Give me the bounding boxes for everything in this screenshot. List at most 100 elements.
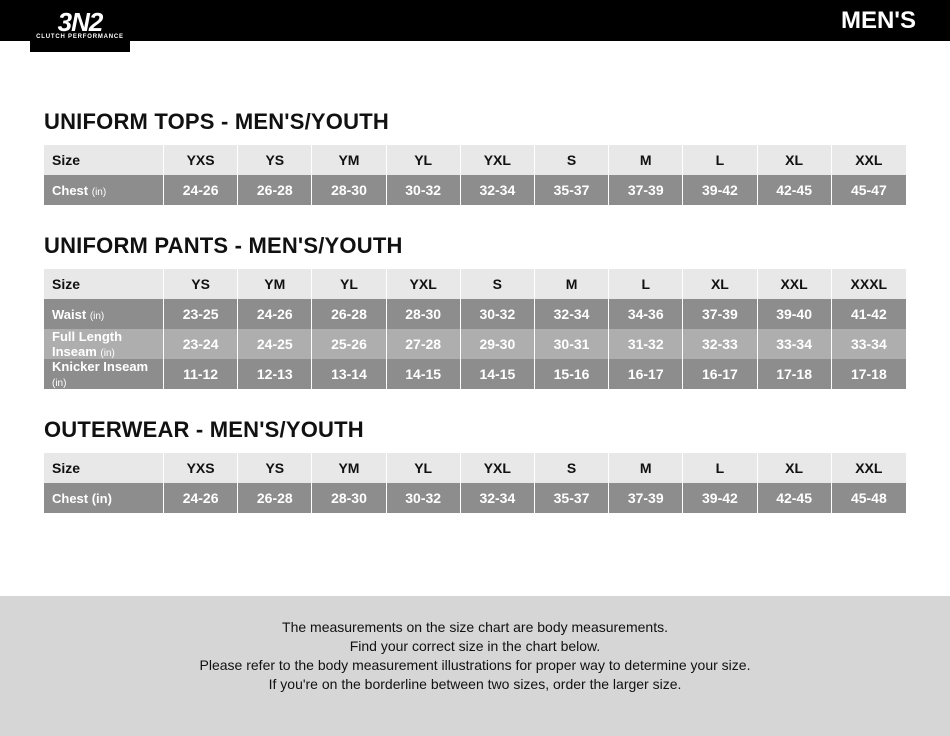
table-row: Full Length Inseam (in)23-2424-2525-2627… bbox=[44, 329, 906, 359]
data-cell: 30-32 bbox=[387, 175, 461, 205]
outerwear-table: SizeYXSYSYMYLYXLSMLXLXXLChest (in)24-262… bbox=[44, 453, 906, 513]
size-header-cell: S bbox=[461, 269, 535, 299]
size-column-header: Size bbox=[44, 453, 164, 483]
table-row: Chest (in)24-2626-2828-3030-3232-3435-37… bbox=[44, 175, 906, 205]
data-cell: 25-26 bbox=[312, 329, 386, 359]
data-cell: 39-42 bbox=[683, 483, 757, 513]
size-header-cell: YL bbox=[312, 269, 386, 299]
size-header-cell: XL bbox=[758, 145, 832, 175]
page-title: MEN'S bbox=[841, 7, 916, 35]
size-header-cell: L bbox=[609, 269, 683, 299]
size-header-cell: YM bbox=[312, 145, 386, 175]
data-cell: 26-28 bbox=[312, 299, 386, 329]
size-header-cell: YM bbox=[312, 453, 386, 483]
data-cell: 28-30 bbox=[312, 175, 386, 205]
data-cell: 33-34 bbox=[832, 329, 906, 359]
size-header-cell: YL bbox=[387, 145, 461, 175]
brand-logo: 3N2 CLUTCH PERFORMANCE bbox=[30, 0, 130, 52]
pants-table: SizeYSYMYLYXLSMLXLXXLXXXLWaist (in)23-25… bbox=[44, 269, 906, 389]
size-header-cell: XXXL bbox=[832, 269, 906, 299]
data-cell: 14-15 bbox=[387, 359, 461, 389]
pants-title: UNIFORM PANTS - MEN'S/YOUTH bbox=[44, 233, 906, 259]
data-cell: 28-30 bbox=[312, 483, 386, 513]
data-cell: 24-26 bbox=[164, 175, 238, 205]
data-cell: 32-34 bbox=[535, 299, 609, 329]
size-header-cell: L bbox=[683, 145, 757, 175]
data-cell: 37-39 bbox=[683, 299, 757, 329]
table-row: Chest (in)24-2626-2828-3030-3232-3435-37… bbox=[44, 483, 906, 513]
size-column-header: Size bbox=[44, 269, 164, 299]
data-cell: 45-48 bbox=[832, 483, 906, 513]
page-header: 3N2 CLUTCH PERFORMANCE MEN'S bbox=[0, 0, 950, 41]
size-header-cell: XXL bbox=[832, 453, 906, 483]
size-header-cell: M bbox=[609, 145, 683, 175]
brand-logo-main: 3N2 bbox=[58, 11, 103, 33]
size-header-cell: YL bbox=[387, 453, 461, 483]
data-cell: 27-28 bbox=[387, 329, 461, 359]
data-cell: 42-45 bbox=[758, 483, 832, 513]
data-cell: 29-30 bbox=[461, 329, 535, 359]
size-header-cell: L bbox=[683, 453, 757, 483]
size-header-cell: XXL bbox=[758, 269, 832, 299]
footer-line-3: Please refer to the body measurement ill… bbox=[200, 656, 751, 675]
row-label: Chest (in) bbox=[44, 175, 164, 205]
table-row: Knicker Inseam (in)11-1212-1313-1414-151… bbox=[44, 359, 906, 389]
data-cell: 35-37 bbox=[535, 175, 609, 205]
data-cell: 33-34 bbox=[758, 329, 832, 359]
data-cell: 11-12 bbox=[164, 359, 238, 389]
size-column-header: Size bbox=[44, 145, 164, 175]
size-header-cell: M bbox=[609, 453, 683, 483]
data-cell: 30-32 bbox=[387, 483, 461, 513]
data-cell: 39-40 bbox=[758, 299, 832, 329]
size-header-cell: XL bbox=[683, 269, 757, 299]
data-cell: 24-26 bbox=[164, 483, 238, 513]
tops-title: UNIFORM TOPS - MEN'S/YOUTH bbox=[44, 109, 906, 135]
footer-line-1: The measurements on the size chart are b… bbox=[282, 618, 668, 637]
data-cell: 37-39 bbox=[609, 175, 683, 205]
size-header-cell: YXL bbox=[387, 269, 461, 299]
size-header-cell: YXL bbox=[461, 145, 535, 175]
outer-title: OUTERWEAR - MEN'S/YOUTH bbox=[44, 417, 906, 443]
size-header-cell: YXS bbox=[164, 145, 238, 175]
data-cell: 17-18 bbox=[758, 359, 832, 389]
data-cell: 34-36 bbox=[609, 299, 683, 329]
data-cell: 16-17 bbox=[609, 359, 683, 389]
data-cell: 39-42 bbox=[683, 175, 757, 205]
size-header-cell: YS bbox=[164, 269, 238, 299]
data-cell: 41-42 bbox=[832, 299, 906, 329]
data-cell: 28-30 bbox=[387, 299, 461, 329]
data-cell: 35-37 bbox=[535, 483, 609, 513]
footer-line-4: If you're on the borderline between two … bbox=[269, 675, 682, 694]
data-cell: 23-24 bbox=[164, 329, 238, 359]
size-header-cell: YS bbox=[238, 145, 312, 175]
data-cell: 16-17 bbox=[683, 359, 757, 389]
data-cell: 24-26 bbox=[238, 299, 312, 329]
data-cell: 42-45 bbox=[758, 175, 832, 205]
content-area: UNIFORM TOPS - MEN'S/YOUTH SizeYXSYSYMYL… bbox=[0, 41, 950, 513]
size-header-cell: XXL bbox=[832, 145, 906, 175]
row-label: Waist (in) bbox=[44, 299, 164, 329]
table-row: Waist (in)23-2524-2626-2828-3030-3232-34… bbox=[44, 299, 906, 329]
footer-line-2: Find your correct size in the chart belo… bbox=[350, 637, 601, 656]
data-cell: 26-28 bbox=[238, 175, 312, 205]
data-cell: 15-16 bbox=[535, 359, 609, 389]
data-cell: 37-39 bbox=[609, 483, 683, 513]
data-cell: 12-13 bbox=[238, 359, 312, 389]
data-cell: 23-25 bbox=[164, 299, 238, 329]
row-label: Chest (in) bbox=[44, 483, 164, 513]
data-cell: 31-32 bbox=[609, 329, 683, 359]
size-header-cell: YS bbox=[238, 453, 312, 483]
size-header-cell: S bbox=[535, 453, 609, 483]
data-cell: 45-47 bbox=[832, 175, 906, 205]
data-cell: 17-18 bbox=[832, 359, 906, 389]
size-header-cell: M bbox=[535, 269, 609, 299]
size-header-cell: S bbox=[535, 145, 609, 175]
brand-logo-sub: CLUTCH PERFORMANCE bbox=[36, 34, 124, 40]
row-label: Full Length Inseam (in) bbox=[44, 329, 164, 359]
data-cell: 13-14 bbox=[312, 359, 386, 389]
data-cell: 30-31 bbox=[535, 329, 609, 359]
data-cell: 14-15 bbox=[461, 359, 535, 389]
data-cell: 24-25 bbox=[238, 329, 312, 359]
row-label: Knicker Inseam (in) bbox=[44, 359, 164, 389]
data-cell: 30-32 bbox=[461, 299, 535, 329]
